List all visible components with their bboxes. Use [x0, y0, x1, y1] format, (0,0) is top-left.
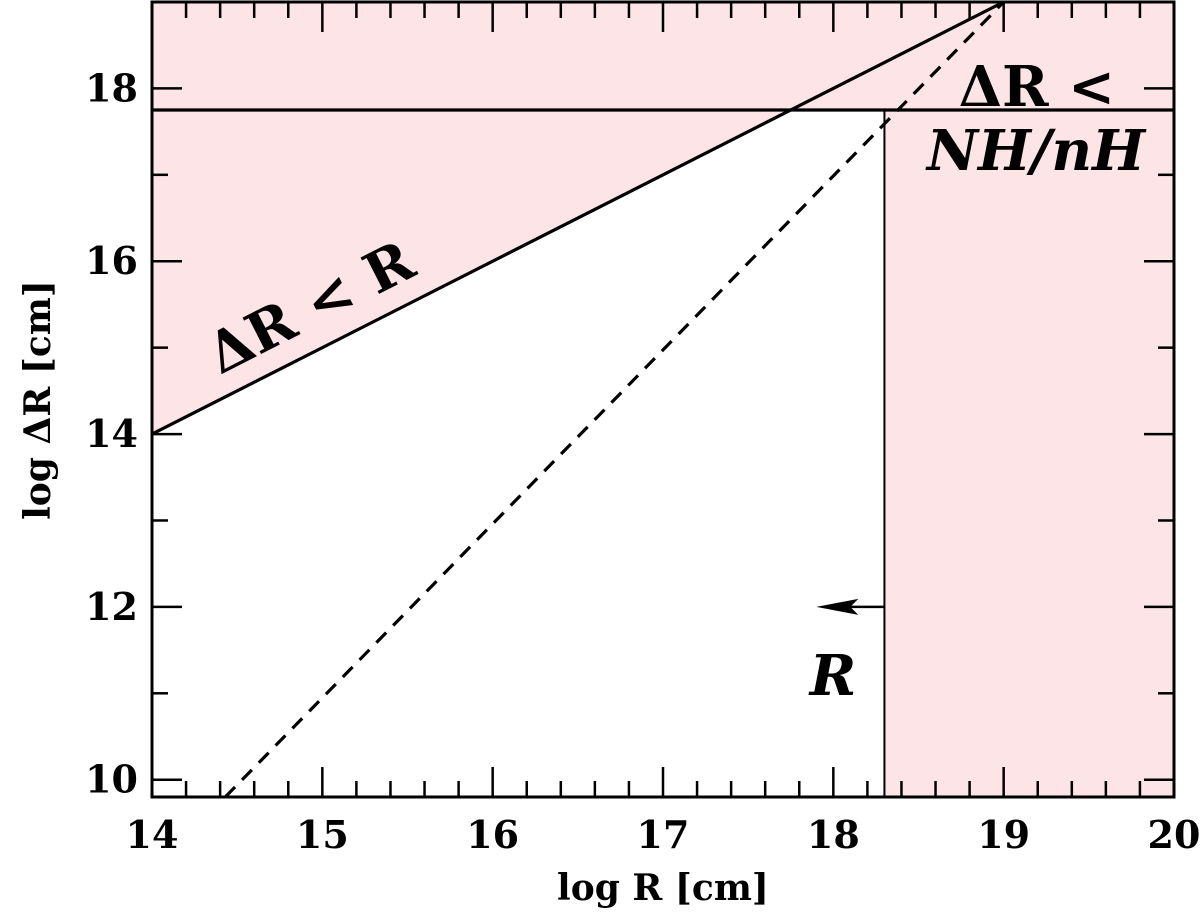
y-tick-label: 16 [85, 238, 138, 283]
y-tick-label: 14 [85, 411, 138, 456]
line-dashed [224, 2, 1005, 797]
arrow-head [816, 598, 859, 615]
column-annotation-line2: NH/nH [925, 118, 1147, 184]
column-annotation-line1: ΔR < [959, 54, 1115, 120]
tick-labels: 14 15 16 17 18 19 20 10 12 14 16 18 [85, 65, 1200, 857]
shade-right-of-vertical [884, 2, 1174, 797]
x-tick-label: 15 [296, 812, 349, 857]
x-tick-label: 16 [466, 812, 519, 857]
arrow-left [816, 598, 885, 615]
y-tick-label: 12 [85, 584, 138, 629]
arrow-annotation: R [808, 643, 857, 709]
line-diagonal [152, 2, 1005, 436]
x-tick-label: 14 [126, 812, 179, 857]
curve-lines [152, 2, 1174, 797]
y-tick-label: 10 [85, 757, 138, 802]
x-tick-label: 20 [1148, 812, 1200, 857]
x-tick-label: 18 [807, 812, 860, 857]
x-tick-label: 17 [637, 812, 690, 857]
y-axis-title: log ΔR [cm] [17, 280, 59, 520]
y-tick-label: 18 [85, 65, 138, 110]
x-tick-label: 19 [977, 812, 1030, 857]
plot-frame [150, 0, 1176, 799]
x-axis-title: log R [cm] [557, 867, 769, 909]
